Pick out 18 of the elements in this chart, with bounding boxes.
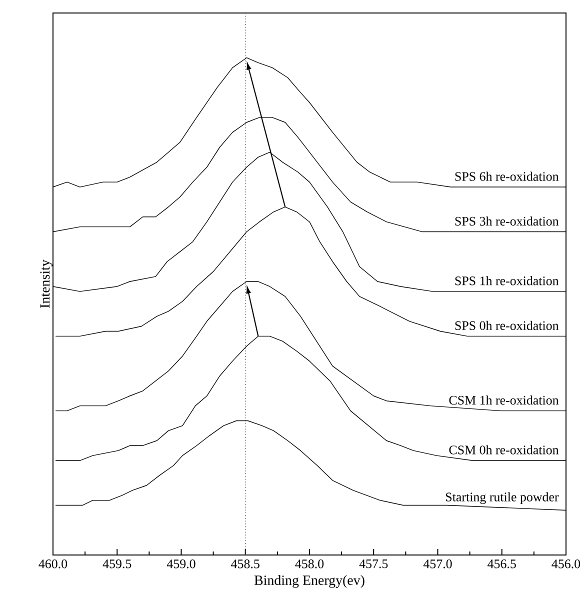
x-tick-label: 460.0: [38, 560, 68, 568]
y-axis-title: Intensity: [40, 260, 52, 308]
x-tick-label: 459.0: [166, 560, 196, 568]
x-tick-label: 456.5: [488, 560, 516, 568]
x-axis-title: Binding Energy(ev): [254, 575, 364, 588]
series-label: SPS 6h re-oxidation: [455, 172, 559, 181]
series-label: SPS 3h re-oxidation: [455, 216, 559, 226]
series-label: CSM 0h re-oxidation: [449, 445, 559, 454]
series-label: SPS 1h re-oxidation: [455, 276, 559, 286]
x-tick-label: 456.0: [552, 560, 580, 568]
series-label: SPS 0h re-oxidation: [455, 320, 559, 330]
series-label: CSM 1h re-oxidation: [449, 395, 559, 405]
x-tick-label: 459.5: [102, 560, 132, 568]
x-tick-label: 457.5: [359, 560, 388, 568]
x-tick-label: 457.0: [423, 560, 452, 568]
x-tick-label: 458.0: [295, 560, 324, 568]
x-tick-label: 458.5: [231, 560, 260, 568]
series-label: Starting rutile powder: [446, 492, 559, 504]
